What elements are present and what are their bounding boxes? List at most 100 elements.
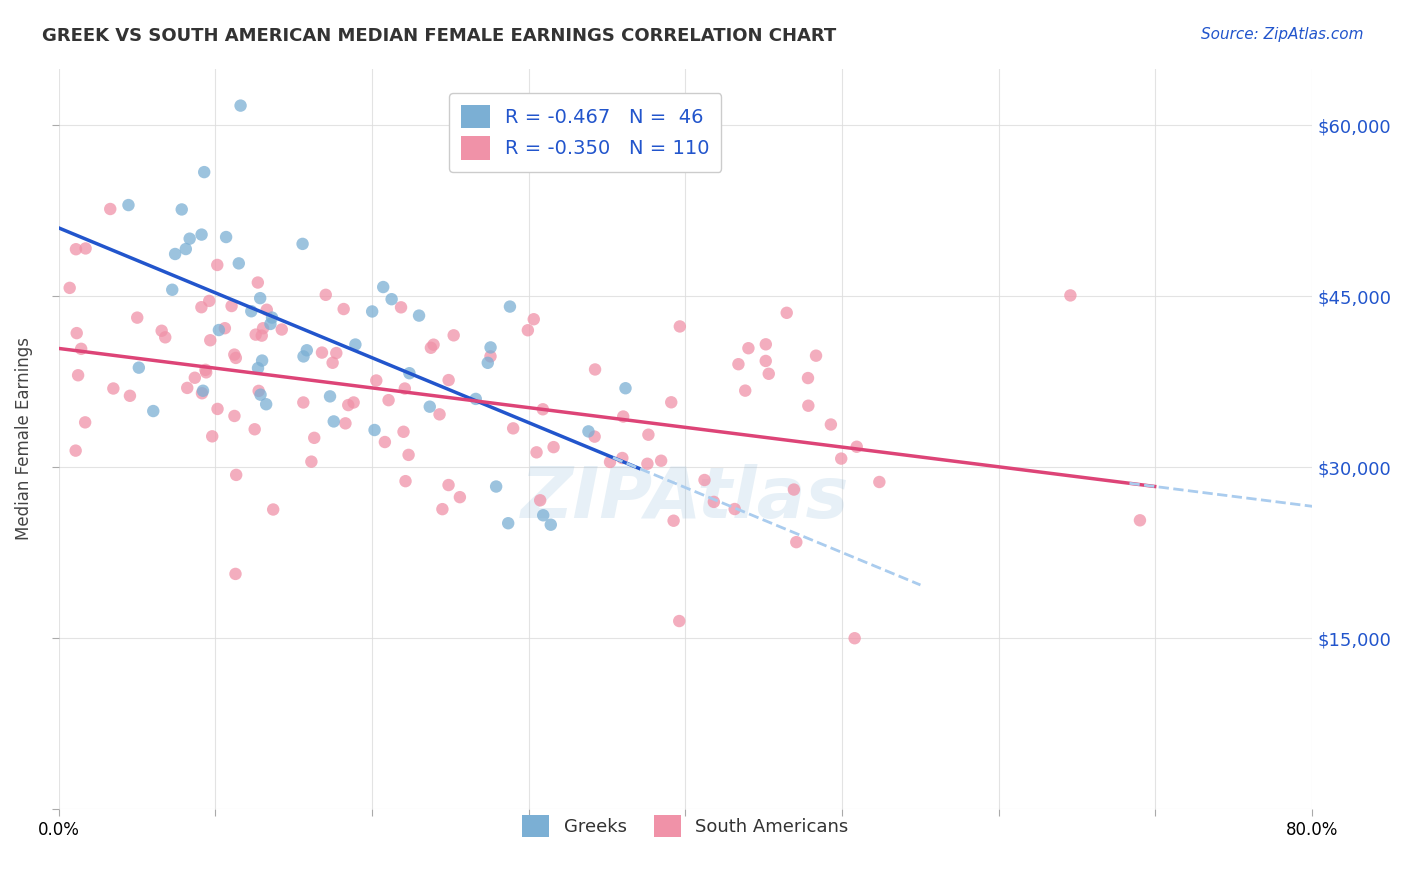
Point xyxy=(170,202,193,217)
Point xyxy=(797,399,820,413)
Y-axis label: Median Female Earnings: Median Female Earnings xyxy=(15,337,32,541)
Point xyxy=(75,242,97,256)
Point xyxy=(543,440,565,454)
Point xyxy=(783,483,806,497)
Point xyxy=(614,381,637,395)
Point xyxy=(540,517,562,532)
Point xyxy=(523,312,546,326)
Point xyxy=(256,302,278,317)
Text: Source: ZipAtlas.com: Source: ZipAtlas.com xyxy=(1201,27,1364,42)
Point xyxy=(758,367,780,381)
Point xyxy=(191,384,214,398)
Point xyxy=(612,409,634,424)
Legend: Greeks, South Americans: Greeks, South Americans xyxy=(515,808,856,845)
Point xyxy=(344,337,367,351)
Point xyxy=(254,397,277,411)
Point xyxy=(292,350,315,364)
Point xyxy=(693,473,716,487)
Point xyxy=(291,236,314,251)
Point xyxy=(195,365,218,379)
Point xyxy=(366,374,388,388)
Point xyxy=(419,341,441,355)
Point xyxy=(477,356,499,370)
Point xyxy=(179,232,201,246)
Point xyxy=(526,445,548,459)
Point xyxy=(103,382,125,396)
Point xyxy=(734,384,756,398)
Point xyxy=(252,321,274,335)
Point xyxy=(804,349,827,363)
Point xyxy=(392,425,415,439)
Point xyxy=(398,366,420,380)
Point xyxy=(432,502,454,516)
Point xyxy=(636,457,658,471)
Point xyxy=(229,98,252,112)
Point xyxy=(127,310,149,325)
Point xyxy=(165,247,187,261)
Point xyxy=(228,256,250,270)
Point xyxy=(599,455,621,469)
Point xyxy=(247,384,270,398)
Point xyxy=(299,455,322,469)
Point xyxy=(374,435,396,450)
Point xyxy=(394,474,416,488)
Point xyxy=(437,478,460,492)
Point xyxy=(1059,288,1081,302)
Point xyxy=(311,345,333,359)
Point xyxy=(724,502,747,516)
Point xyxy=(128,360,150,375)
Point xyxy=(190,300,212,314)
Point xyxy=(246,276,269,290)
Point xyxy=(191,386,214,401)
Point xyxy=(637,427,659,442)
Point xyxy=(224,348,246,362)
Point xyxy=(250,353,273,368)
Point xyxy=(67,368,90,383)
Point xyxy=(429,408,451,422)
Point xyxy=(578,425,600,439)
Point xyxy=(190,227,212,242)
Point xyxy=(250,328,273,343)
Point xyxy=(247,361,270,376)
Point xyxy=(342,395,364,409)
Point xyxy=(437,373,460,387)
Point xyxy=(224,566,246,581)
Point xyxy=(65,443,87,458)
Point xyxy=(322,414,344,428)
Point xyxy=(583,429,606,443)
Point xyxy=(361,304,384,318)
Point xyxy=(337,398,360,412)
Point xyxy=(155,330,177,344)
Point xyxy=(193,165,215,179)
Point xyxy=(249,387,271,401)
Point xyxy=(464,392,486,406)
Point xyxy=(245,327,267,342)
Point xyxy=(201,429,224,443)
Point xyxy=(830,451,852,466)
Point xyxy=(844,631,866,645)
Point xyxy=(208,323,231,337)
Point xyxy=(531,402,554,417)
Point xyxy=(70,342,93,356)
Point xyxy=(207,258,229,272)
Point xyxy=(295,343,318,358)
Point xyxy=(419,400,441,414)
Point xyxy=(142,404,165,418)
Point xyxy=(302,431,325,445)
Point xyxy=(319,389,342,403)
Point xyxy=(363,423,385,437)
Point xyxy=(499,300,522,314)
Point xyxy=(221,299,243,313)
Point xyxy=(776,306,799,320)
Point xyxy=(797,371,820,385)
Point xyxy=(198,293,221,308)
Point xyxy=(259,317,281,331)
Point xyxy=(583,362,606,376)
Point xyxy=(529,493,551,508)
Point xyxy=(820,417,842,432)
Point xyxy=(612,450,634,465)
Point xyxy=(174,242,197,256)
Text: GREEK VS SOUTH AMERICAN MEDIAN FEMALE EARNINGS CORRELATION CHART: GREEK VS SOUTH AMERICAN MEDIAN FEMALE EA… xyxy=(42,27,837,45)
Point xyxy=(150,324,173,338)
Point xyxy=(322,356,344,370)
